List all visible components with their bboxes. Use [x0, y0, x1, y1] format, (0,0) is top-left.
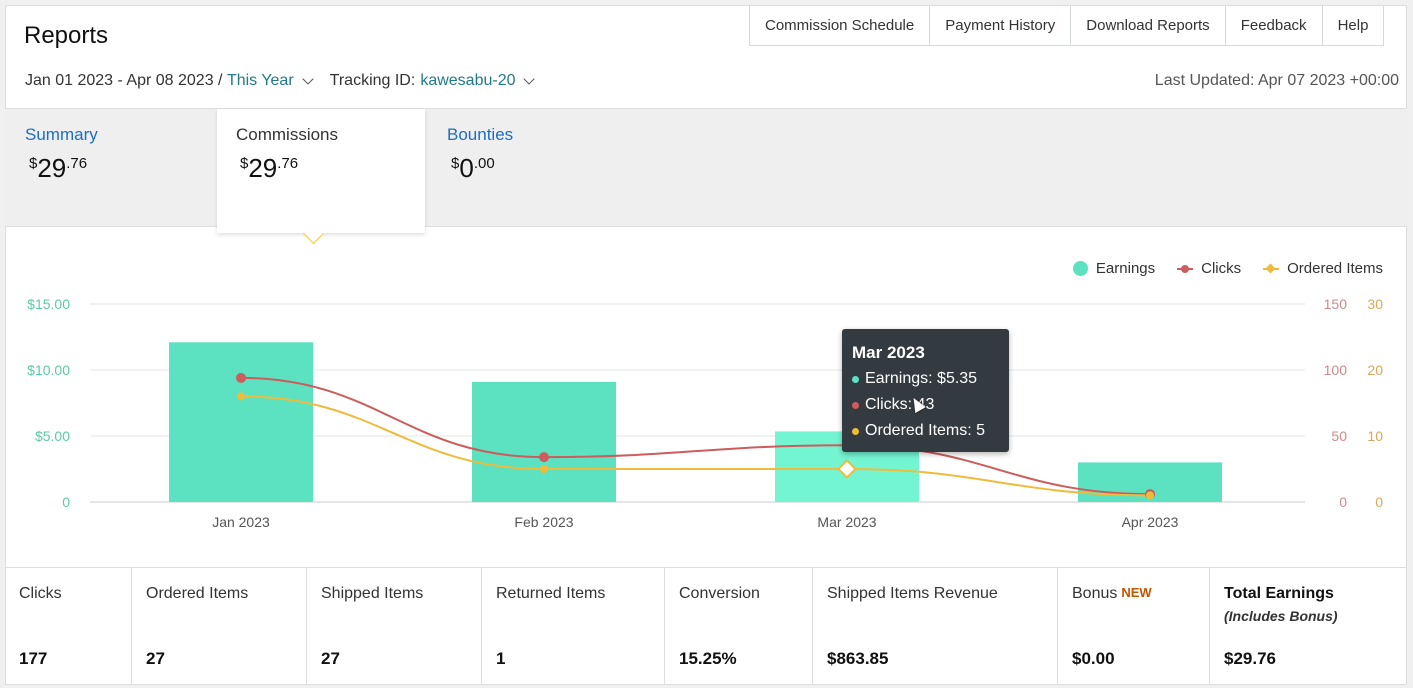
stat-ordered-items: Ordered Items 27 [132, 568, 307, 685]
legend-clicks[interactable]: Clicks [1177, 260, 1241, 277]
ordered-items-point [237, 392, 245, 401]
clicks-point [539, 452, 549, 463]
legend-earnings-label: Earnings [1095, 260, 1156, 277]
x-tick-label: Apr 2023 [1122, 514, 1179, 530]
stat-conversion: Conversion 15.25% [665, 568, 813, 685]
tooltip-title: Mar 2023 [852, 343, 925, 362]
ordered-items-point [1146, 491, 1154, 500]
nav-commission-schedule[interactable]: Commission Schedule [749, 6, 931, 46]
y-left-tick-label: 0 [62, 494, 70, 510]
y-right-clicks-tick-label: 0 [1339, 494, 1347, 510]
tab-bounties[interactable]: Bounties $0.00 [447, 109, 637, 227]
y-right-ordered-tick-label: 10 [1367, 428, 1383, 444]
nav-download-reports[interactable]: Download Reports [1070, 6, 1226, 46]
chart-legend: Earnings Clicks Ordered Items [1072, 260, 1383, 277]
chart-tooltip: Mar 2023 Earnings: $5.35 Clicks: 43 Orde… [842, 329, 1009, 452]
legend-ordered[interactable]: Ordered Items [1263, 260, 1383, 277]
legend-earnings[interactable]: Earnings [1072, 260, 1156, 277]
stat-clicks: Clicks 177 [5, 568, 132, 685]
legend-clicks-label: Clicks [1201, 260, 1242, 277]
nav-help[interactable]: Help [1321, 6, 1385, 46]
y-left-tick-label: $5.00 [35, 428, 70, 444]
earnings-bar [169, 342, 313, 502]
page-title: Reports [24, 22, 109, 49]
legend-ordered-label: Ordered Items [1287, 260, 1383, 277]
nav-payment-history[interactable]: Payment History [929, 6, 1072, 46]
ordered-items-line [240, 395, 1151, 497]
period-dropdown[interactable]: This Year [226, 72, 294, 89]
tab-bounties-label: Bounties [447, 125, 514, 144]
date-range: Jan 01 2023 - Apr 08 2023 [25, 72, 214, 89]
ordered-items-point [540, 465, 548, 473]
tab-bounties-value: $0.00 [451, 153, 495, 183]
date-separator: / [213, 72, 227, 89]
report-tabs: Summary $29.76 Commissions $29.76 Bounti… [5, 108, 1407, 233]
stat-shipped-items: Shipped Items 27 [307, 568, 482, 685]
stats-bar: Clicks 177 Ordered Items 27 Shipped Items 2… [5, 567, 1407, 685]
x-tick-label: Mar 2023 [817, 514, 876, 530]
tab-commissions[interactable]: Commissions $29.76 [217, 109, 425, 233]
y-left-tick-label: $10.00 [27, 362, 70, 378]
earnings-swatch-icon [1072, 261, 1088, 276]
stat-total-earnings: Total Earnings (Includes Bonus) $29.76 [1224, 585, 1338, 668]
clicks-swatch-icon [1177, 264, 1194, 274]
tooltip-ordered: Ordered Items: 5 [852, 422, 985, 440]
clicks-line [240, 376, 1151, 496]
y-right-ordered-tick-label: 30 [1367, 296, 1383, 312]
y-right-clicks-tick-label: 100 [1324, 362, 1348, 378]
last-updated: Last Updated: Apr 07 2023 +00:00 [1154, 72, 1399, 89]
stat-returned-items: Returned Items 1 [482, 568, 665, 685]
stat-bonus: Bonus NEW $0.00 [1058, 568, 1210, 685]
earnings-bar [472, 381, 616, 502]
tooltip-earnings: Earnings: $5.35 [852, 370, 977, 388]
new-badge: NEW [1121, 585, 1152, 600]
y-right-clicks-tick-label: 150 [1324, 296, 1348, 312]
tab-summary-value: $29.76 [29, 153, 88, 183]
nav-feedback[interactable]: Feedback [1224, 6, 1323, 46]
clicks-point [236, 372, 246, 383]
tooltip-clicks: Clicks: 43 [852, 396, 934, 414]
tracking-label: Tracking ID: [329, 72, 416, 89]
y-right-clicks-tick-label: 50 [1331, 428, 1347, 444]
x-tick-label: Feb 2023 [514, 514, 573, 530]
y-right-ordered-tick-label: 0 [1375, 494, 1383, 510]
x-tick-label: Jan 2023 [212, 514, 270, 530]
y-left-tick-label: $15.00 [27, 296, 70, 312]
ordered-swatch-icon [1263, 264, 1280, 274]
tab-commissions-value: $29.76 [240, 153, 299, 183]
tracking-id-dropdown[interactable]: kawesabu-20 [420, 72, 516, 89]
y-right-ordered-tick-label: 20 [1367, 362, 1383, 378]
tab-summary-label: Summary [25, 125, 98, 144]
tab-commissions-label: Commissions [236, 125, 339, 144]
top-nav: Commission Schedule Payment History Down… [749, 6, 1385, 46]
tab-summary[interactable]: Summary $29.76 [25, 109, 215, 227]
filters-bar: Jan 01 2023 - Apr 08 2023 / This Year Tr… [25, 72, 543, 90]
stat-shipped-revenue: Shipped Items Revenue $863.85 [813, 568, 1058, 685]
ordered-items-point-hover [837, 459, 857, 479]
